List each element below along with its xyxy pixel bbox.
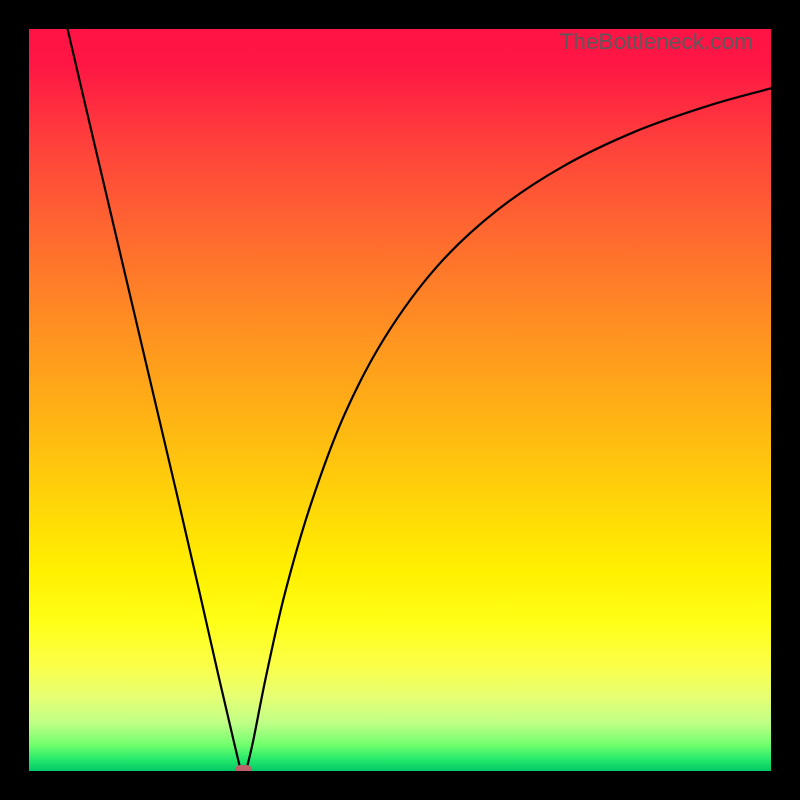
curve-left-branch <box>68 29 241 770</box>
plot-area: TheBottleneck.com <box>29 29 771 771</box>
chart-frame: TheBottleneck.com <box>0 0 800 800</box>
curve-right-branch <box>246 88 771 769</box>
curve-layer <box>29 29 771 771</box>
min-marker <box>235 765 253 771</box>
